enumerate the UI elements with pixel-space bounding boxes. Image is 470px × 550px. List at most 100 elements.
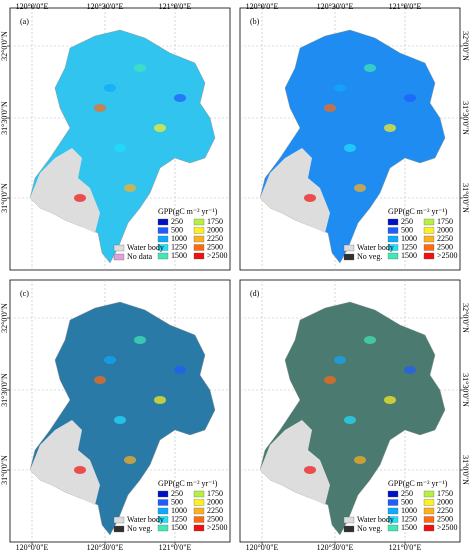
legend-swatch (423, 227, 435, 234)
legend-label: 1750 (437, 217, 453, 226)
legend-label: No veg. (357, 252, 382, 261)
legend-swatch (193, 235, 205, 243)
legend-label: 1500 (401, 523, 417, 532)
legend-swatch (193, 218, 205, 226)
water-body (30, 148, 100, 233)
legend-label: 2250 (437, 234, 453, 243)
legend-swatch (193, 507, 205, 515)
land-patch (134, 64, 146, 72)
legend-title: GPP(gC m⁻² yr⁻¹) (388, 207, 448, 216)
land-patch (354, 184, 366, 192)
land-patch (404, 94, 416, 102)
legend-label: 2500 (437, 242, 453, 251)
panel-label: (b) (250, 17, 260, 26)
land-patch (114, 416, 126, 424)
legend-swatch (113, 253, 125, 261)
legend-label: 1500 (171, 251, 187, 260)
land-patch (354, 456, 366, 464)
legend-swatch (193, 490, 205, 498)
legend-swatch (193, 499, 205, 506)
legend-label: 250 (401, 217, 413, 226)
lat-label: 32°0'0"N (461, 31, 470, 61)
legend-swatch (423, 524, 435, 532)
land-patch (344, 144, 356, 152)
lon-label: 121°0'0"E (389, 2, 422, 11)
panel-label: (a) (20, 17, 29, 26)
legend-swatch (193, 227, 205, 234)
land-patch (94, 104, 106, 112)
legend-label: 2500 (207, 514, 223, 523)
legend-swatch (193, 252, 205, 260)
land-patch (134, 336, 146, 344)
legend-label: 1000 (401, 506, 417, 515)
legend-label: 1500 (401, 251, 417, 260)
legend-label: 1000 (401, 234, 417, 243)
legend-swatch (193, 524, 205, 532)
legend-label: 2250 (207, 506, 223, 515)
legend-swatch (157, 252, 169, 260)
legend-label: 2000 (437, 497, 453, 506)
land-patch (124, 184, 136, 192)
legend-swatch (423, 507, 435, 515)
legend-swatch (387, 524, 399, 532)
legend-label: No data (127, 252, 153, 261)
land-patch (364, 336, 376, 344)
legend-label: 250 (171, 489, 183, 498)
land-patch (74, 466, 86, 474)
water-body (260, 420, 330, 505)
legend-label: >2500 (207, 251, 228, 260)
land-patch (104, 356, 116, 364)
legend-swatch (387, 499, 399, 506)
legend-swatch (423, 499, 435, 506)
lon-label: 121°0'0"E (389, 543, 422, 550)
legend-label: 2500 (207, 242, 223, 251)
legend-swatch (387, 235, 399, 243)
lon-label: 120°0'0"E (246, 2, 279, 11)
lat-label: 32°0'0"N (0, 303, 9, 333)
legend-label: No veg. (357, 524, 382, 533)
legend-label: 250 (171, 217, 183, 226)
legend-label: 500 (401, 497, 413, 506)
legend-swatch (387, 507, 399, 515)
legend-swatch (113, 244, 125, 252)
lat-label: 31°30'0"N (461, 373, 470, 407)
legend-label: 1500 (171, 523, 187, 532)
legend-title: GPP(gC m⁻² yr⁻¹) (158, 207, 218, 216)
legend-swatch (423, 235, 435, 243)
land-patch (334, 84, 346, 92)
legend-label: 1000 (171, 506, 187, 515)
legend-swatch (113, 525, 125, 533)
legend-swatch (343, 525, 355, 533)
legend-title: GPP(gC m⁻² yr⁻¹) (158, 479, 218, 488)
legend-swatch (193, 244, 205, 251)
legend-swatch (343, 244, 355, 252)
legend-label: >2500 (437, 523, 458, 532)
lat-label: 31°30'0"N (461, 101, 470, 135)
land-patch (384, 396, 396, 404)
legend-swatch (343, 253, 355, 261)
lat-label: 31°0'0"N (0, 455, 9, 485)
legend-label: 1250 (401, 514, 417, 523)
legend-swatch (387, 252, 399, 260)
land-patch (174, 366, 186, 374)
legend-label: Water body (127, 243, 164, 252)
legend-swatch (423, 490, 435, 498)
legend-label: 500 (171, 497, 183, 506)
land-patch (174, 94, 186, 102)
legend-swatch (157, 516, 169, 523)
legend-label: 2500 (437, 514, 453, 523)
land-patch (104, 84, 116, 92)
panel-label: (c) (20, 289, 29, 298)
lon-label: 121°0'0"E (159, 2, 192, 11)
land-patch (324, 376, 336, 384)
legend-label: 2000 (437, 225, 453, 234)
lat-label: 31°0'0"N (461, 455, 470, 485)
legend-swatch (387, 244, 399, 251)
legend-swatch (423, 252, 435, 260)
legend-swatch (157, 524, 169, 532)
legend-swatch (157, 244, 169, 251)
legend-label: 1250 (171, 242, 187, 251)
